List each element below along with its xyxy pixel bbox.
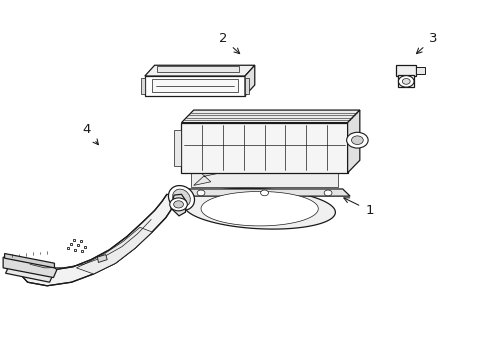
Polygon shape xyxy=(194,173,220,185)
Circle shape xyxy=(261,190,269,196)
Circle shape xyxy=(346,132,368,148)
Polygon shape xyxy=(201,192,318,226)
Circle shape xyxy=(324,190,332,196)
Polygon shape xyxy=(245,78,249,94)
Circle shape xyxy=(170,198,187,211)
Ellipse shape xyxy=(172,189,190,207)
Polygon shape xyxy=(18,194,179,286)
Ellipse shape xyxy=(169,185,195,210)
Text: 4: 4 xyxy=(82,123,98,145)
Polygon shape xyxy=(171,194,186,216)
Polygon shape xyxy=(76,227,152,274)
Polygon shape xyxy=(145,65,255,76)
Polygon shape xyxy=(98,255,107,262)
Polygon shape xyxy=(184,188,335,229)
Polygon shape xyxy=(174,130,181,166)
Polygon shape xyxy=(5,261,55,282)
Polygon shape xyxy=(396,64,416,76)
Polygon shape xyxy=(152,79,238,92)
Circle shape xyxy=(197,190,205,196)
Polygon shape xyxy=(4,253,54,268)
Polygon shape xyxy=(3,257,57,278)
Polygon shape xyxy=(347,110,360,173)
Circle shape xyxy=(173,201,183,208)
Polygon shape xyxy=(157,66,239,72)
Text: 2: 2 xyxy=(219,32,240,54)
Circle shape xyxy=(351,136,363,144)
Circle shape xyxy=(398,76,414,87)
Polygon shape xyxy=(416,67,425,74)
Text: 3: 3 xyxy=(416,32,438,54)
Polygon shape xyxy=(181,123,347,173)
Polygon shape xyxy=(179,189,350,196)
Polygon shape xyxy=(245,65,255,96)
Polygon shape xyxy=(181,110,360,123)
Polygon shape xyxy=(141,78,145,94)
Circle shape xyxy=(402,78,410,84)
Polygon shape xyxy=(398,75,414,87)
Polygon shape xyxy=(145,76,245,96)
Text: 1: 1 xyxy=(344,198,374,217)
Polygon shape xyxy=(191,173,338,187)
